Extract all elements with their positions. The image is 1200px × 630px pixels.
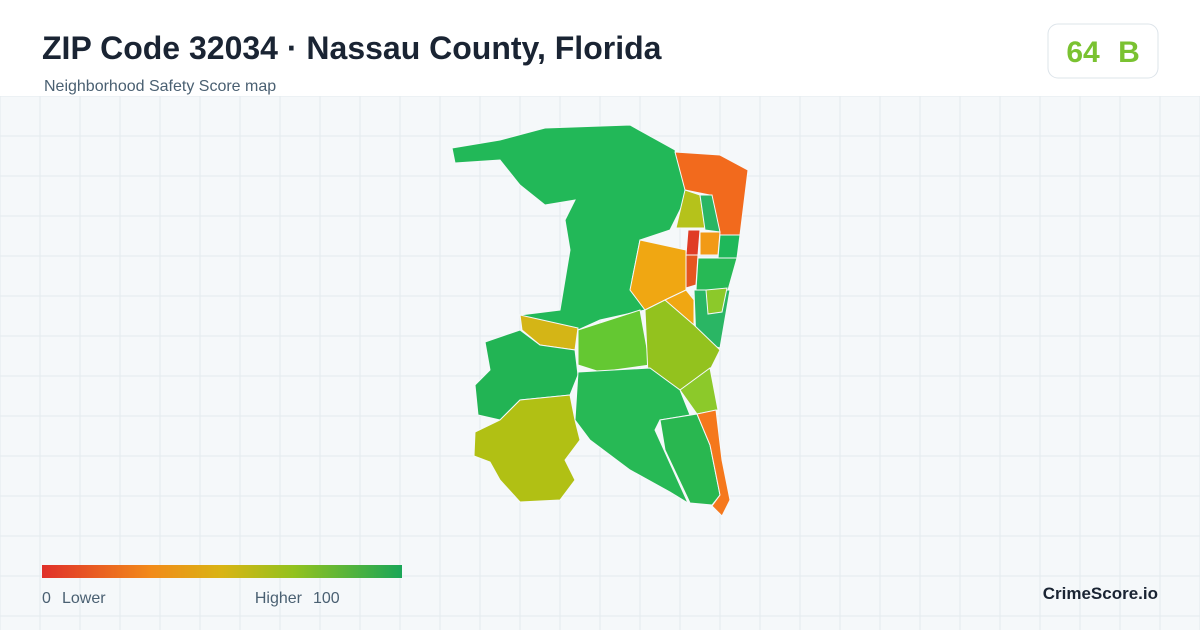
region [679,367,719,415]
legend-gradient [42,565,402,578]
header-band [0,0,1200,96]
legend-max: 100 [313,590,340,607]
score-badge [1047,23,1159,79]
title: ZIP Code 32034 · Nassau County, Florida [42,30,662,66]
region [574,367,691,505]
region [696,409,731,517]
region [685,229,701,256]
score-value: 64 [1066,36,1100,69]
legend-max-label: Higher [255,590,303,607]
region [473,394,581,503]
legend-min-label: Lower [62,590,106,607]
region [705,287,728,315]
map [451,124,749,517]
region [577,309,651,373]
score-grade: B [1118,36,1140,69]
legend-min: 0 [42,590,51,607]
grid [0,95,1200,630]
region [699,231,721,256]
region [717,234,741,259]
brand: CrimeScore.io [1043,584,1158,603]
subtitle: Neighborhood Safety Score map [44,78,276,95]
